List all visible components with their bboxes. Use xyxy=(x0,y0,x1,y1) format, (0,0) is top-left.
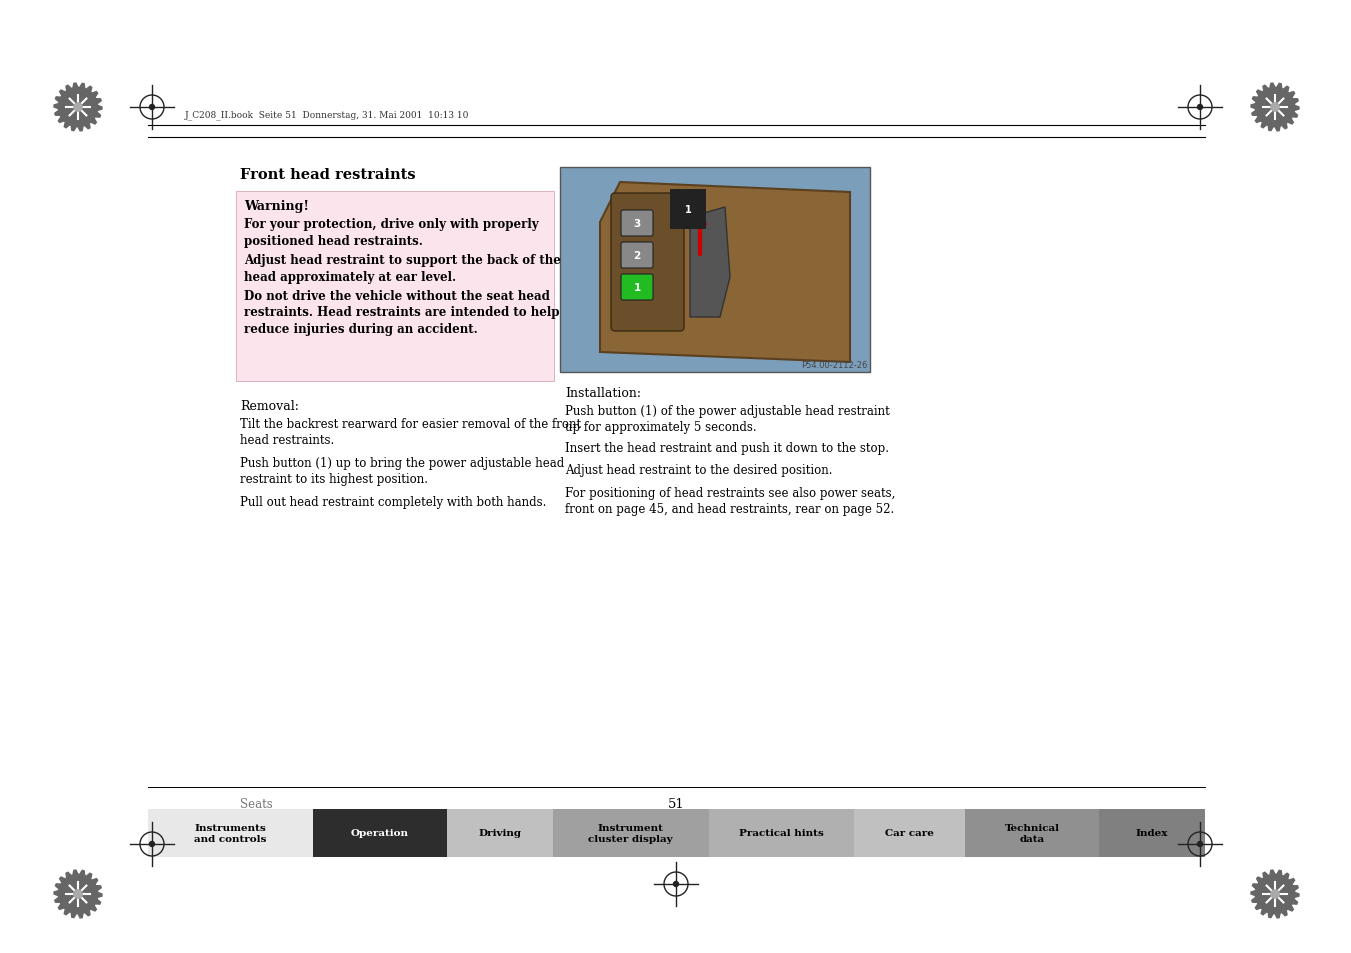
Circle shape xyxy=(1197,106,1202,111)
Text: Removal:: Removal: xyxy=(240,399,299,413)
Bar xyxy=(965,809,1100,857)
Circle shape xyxy=(1271,890,1279,899)
Text: Seats: Seats xyxy=(240,797,273,810)
Text: Adjust head restraint to the desired position.: Adjust head restraint to the desired pos… xyxy=(565,464,832,477)
Bar xyxy=(1100,809,1205,857)
Bar xyxy=(561,168,870,373)
Text: Tilt the backrest rearward for easier removal of the front
head restraints.: Tilt the backrest rearward for easier re… xyxy=(240,417,581,447)
Text: Instruments
and controls: Instruments and controls xyxy=(195,823,266,843)
Bar xyxy=(236,192,554,381)
Circle shape xyxy=(150,841,154,846)
Circle shape xyxy=(74,890,82,899)
Circle shape xyxy=(150,106,154,111)
Text: Pull out head restraint completely with both hands.: Pull out head restraint completely with … xyxy=(240,496,546,509)
Text: 3: 3 xyxy=(634,219,640,229)
Polygon shape xyxy=(54,870,101,918)
Text: Do not drive the vehicle without the seat head
restraints. Head restraints are i: Do not drive the vehicle without the sea… xyxy=(245,290,559,335)
Circle shape xyxy=(1197,841,1202,846)
Text: Instrument
cluster display: Instrument cluster display xyxy=(589,823,673,843)
Bar xyxy=(313,809,447,857)
Bar xyxy=(553,809,709,857)
Text: Front head restraints: Front head restraints xyxy=(240,168,416,182)
Text: Technical
data: Technical data xyxy=(1005,823,1059,843)
Text: 1: 1 xyxy=(685,205,692,214)
Text: Installation:: Installation: xyxy=(565,387,640,399)
Text: 2: 2 xyxy=(634,251,640,261)
Text: Practical hints: Practical hints xyxy=(739,828,824,838)
Text: Operation: Operation xyxy=(351,828,409,838)
Polygon shape xyxy=(1251,84,1300,132)
Text: J_C208_II.book  Seite 51  Donnerstag, 31. Mai 2001  10:13 10: J_C208_II.book Seite 51 Donnerstag, 31. … xyxy=(185,111,469,120)
Polygon shape xyxy=(600,183,850,363)
Polygon shape xyxy=(1251,870,1300,918)
Text: For your protection, drive only with properly
positioned head restraints.: For your protection, drive only with pro… xyxy=(245,218,539,247)
Circle shape xyxy=(74,104,82,112)
Circle shape xyxy=(1271,104,1279,112)
Text: For positioning of head restraints see also power seats,
front on page 45, and h: For positioning of head restraints see a… xyxy=(565,486,896,516)
FancyBboxPatch shape xyxy=(621,211,653,236)
FancyBboxPatch shape xyxy=(621,274,653,301)
Text: 51: 51 xyxy=(667,797,685,810)
Bar xyxy=(854,809,965,857)
Text: Car care: Car care xyxy=(885,828,934,838)
Text: Index: Index xyxy=(1136,828,1169,838)
Text: 1: 1 xyxy=(634,283,640,293)
Bar xyxy=(709,809,854,857)
FancyBboxPatch shape xyxy=(621,243,653,269)
Text: P54.00-2112-26: P54.00-2112-26 xyxy=(801,360,867,370)
Text: Adjust head restraint to support the back of the
head approximately at ear level: Adjust head restraint to support the bac… xyxy=(245,253,561,283)
Polygon shape xyxy=(690,208,730,317)
Text: Driving: Driving xyxy=(478,828,521,838)
Text: Warning!: Warning! xyxy=(245,200,309,213)
Text: Push button (1) up to bring the power adjustable head
restraint to its highest p: Push button (1) up to bring the power ad… xyxy=(240,456,565,486)
Polygon shape xyxy=(54,84,101,132)
Circle shape xyxy=(674,882,678,886)
FancyBboxPatch shape xyxy=(611,193,684,332)
Text: Insert the head restraint and push it down to the stop.: Insert the head restraint and push it do… xyxy=(565,441,889,455)
Text: Push button (1) of the power adjustable head restraint
up for approximately 5 se: Push button (1) of the power adjustable … xyxy=(565,405,890,434)
Bar xyxy=(447,809,553,857)
Bar xyxy=(149,809,313,857)
